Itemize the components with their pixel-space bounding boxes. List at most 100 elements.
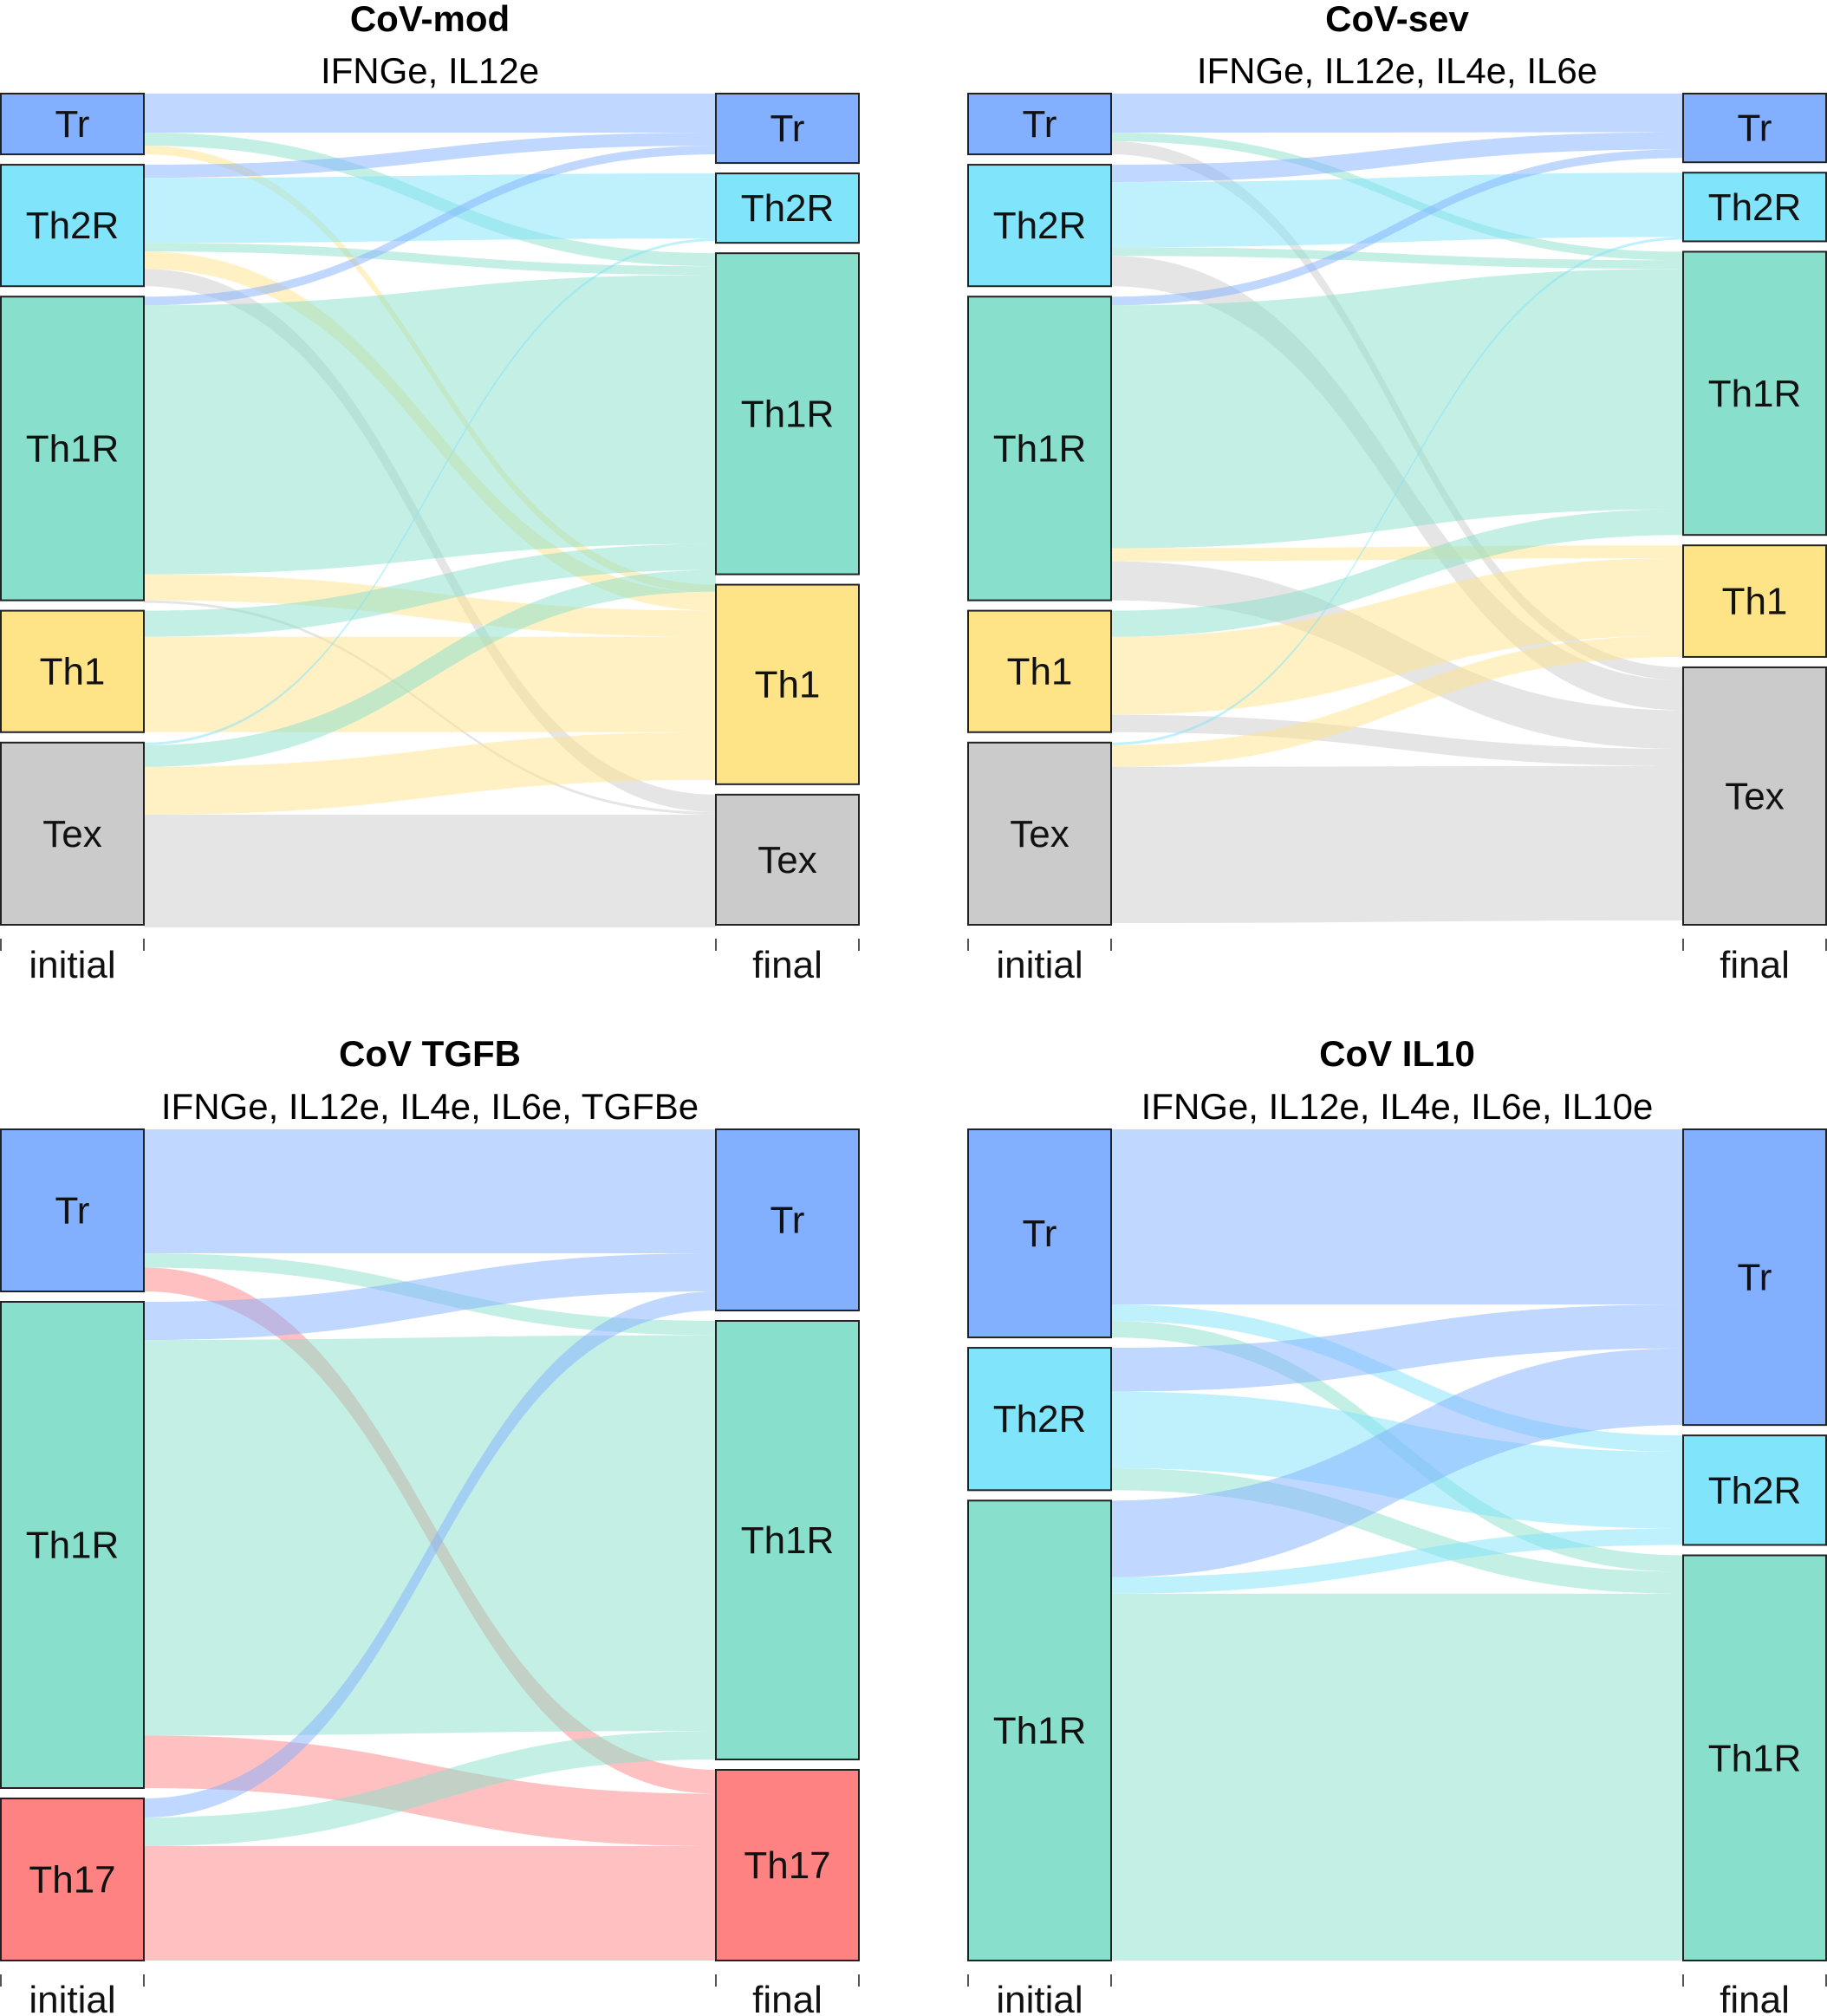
flow-Th1R-to-Tr bbox=[144, 146, 716, 306]
final-node-label: Th2R bbox=[1708, 186, 1802, 229]
initial-node-Th1 bbox=[967, 609, 1112, 733]
initial-node-label: Th1R bbox=[993, 427, 1087, 470]
initial-node-Tex bbox=[967, 741, 1112, 926]
final-node-Th17 bbox=[715, 1769, 860, 1961]
final-node-Th1 bbox=[715, 583, 860, 785]
final-node-Th2R bbox=[1682, 1434, 1827, 1546]
final-node-Tex bbox=[715, 793, 860, 926]
initial-node-Tex bbox=[0, 741, 145, 926]
sankey-panel: CoV TGFB IFNGe, IL12e, IL4e, IL6e, TGFBe T… bbox=[0, 1033, 860, 2016]
flow-Tex-to-Tex bbox=[1111, 765, 1683, 923]
flow-Th2R-to-Tr bbox=[1111, 132, 1683, 183]
panel-title: CoV TGFB bbox=[339, 1033, 521, 1074]
panel-subtitle: IFNGe, IL12e, IL4e, IL6e, TGFBe bbox=[161, 1086, 699, 1127]
flow-Tex-to-Th2R bbox=[1111, 237, 1683, 745]
initial-axis-label: initial bbox=[996, 1979, 1083, 2016]
flow-Tr-to-Tr bbox=[144, 1129, 716, 1253]
flow-Tex-to-Th1 bbox=[144, 732, 716, 815]
initial-node-Tr bbox=[0, 1128, 145, 1292]
final-node-Tr bbox=[1682, 1128, 1827, 1427]
flow-Th2R-to-Th2R bbox=[144, 173, 716, 244]
final-node-label: Th1R bbox=[741, 393, 835, 435]
final-node-label: Th17 bbox=[744, 1844, 830, 1887]
flow-Th1R-to-Th1R bbox=[144, 275, 716, 575]
flow-Th2R-to-Th1R bbox=[1111, 247, 1683, 270]
initial-node-Th1R bbox=[967, 1499, 1112, 1961]
panel-title: CoV IL10 bbox=[1319, 1033, 1475, 1074]
panel-subtitle: IFNGe, IL12e, IL4e, IL6e, IL10e bbox=[1141, 1086, 1654, 1127]
flow-Th1-to-Th1 bbox=[144, 636, 716, 732]
flow-Th1-to-Th1R bbox=[1111, 509, 1683, 637]
initial-axis-label: initial bbox=[996, 944, 1083, 986]
flow-Tex-to-Th2R bbox=[144, 238, 716, 745]
initial-node-label: Tex bbox=[42, 813, 101, 855]
flow-Th1R-to-Th1 bbox=[1111, 545, 1683, 562]
flow-Tr-to-Tr bbox=[144, 94, 716, 133]
panel-subtitle: IFNGe, IL12e, IL4e, IL6e bbox=[1197, 50, 1597, 91]
flow-Tex-to-Th1R bbox=[144, 569, 716, 767]
final-node-label: Th2R bbox=[741, 187, 835, 230]
initial-node-label: Tr bbox=[1023, 103, 1057, 146]
flow-Tr-to-Tr bbox=[1111, 1129, 1683, 1305]
final-axis-label: final bbox=[1720, 1979, 1790, 2016]
final-node-label: Th1R bbox=[1708, 1737, 1802, 1779]
flow-Th2R-to-Th1R bbox=[144, 243, 716, 276]
flow-Th1R-to-Th2R bbox=[1111, 1528, 1683, 1594]
flow-Th1-to-Th1 bbox=[1111, 558, 1683, 715]
final-node-Th2R bbox=[1682, 172, 1827, 243]
initial-node-label: Tr bbox=[55, 1190, 90, 1232]
initial-node-label: Tr bbox=[55, 103, 90, 146]
flow-Th1R-to-Th1R bbox=[144, 1335, 716, 1736]
final-node-label: Tr bbox=[1738, 1257, 1772, 1299]
initial-node-label: Th1 bbox=[1007, 651, 1073, 693]
final-node-label: Tex bbox=[757, 839, 816, 881]
initial-node-label: Th1R bbox=[26, 1525, 120, 1567]
initial-node-Th1R bbox=[967, 296, 1112, 602]
initial-node-label: Th1 bbox=[40, 651, 106, 693]
sankey-panel: CoV-sev IFNGe, IL12e, IL4e, IL6e Tr Th2R Th1… bbox=[967, 0, 1827, 986]
panel-subtitle: IFNGe, IL12e bbox=[321, 50, 539, 91]
sankey-panel: CoV IL10 IFNGe, IL12e, IL4e, IL6e, IL10e T… bbox=[967, 1033, 1827, 2016]
initial-node-Th2R bbox=[967, 164, 1112, 288]
flow-Th1R-to-Th1 bbox=[144, 574, 716, 637]
initial-node-label: Th1R bbox=[993, 1710, 1087, 1753]
initial-node-label: Th2R bbox=[993, 205, 1087, 247]
final-node-Th1R bbox=[1682, 1554, 1827, 1961]
final-node-Tr bbox=[1682, 93, 1827, 164]
initial-node-Th1 bbox=[0, 609, 145, 733]
final-node-Th1R bbox=[715, 1320, 860, 1760]
flow-Th2R-to-Tr bbox=[144, 133, 716, 179]
final-node-Tr bbox=[715, 93, 860, 165]
flow-Th1R-to-Tr bbox=[144, 1253, 716, 1340]
initial-axis-label: initial bbox=[29, 1979, 115, 2016]
flow-Th1-to-Tex bbox=[1111, 714, 1683, 766]
final-node-Th1 bbox=[1682, 544, 1827, 658]
flow-Tex-to-Tex bbox=[144, 814, 716, 928]
initial-node-label: Tex bbox=[1010, 813, 1069, 855]
sankey-panel: CoV-mod IFNGe, IL12e Tr Th2R Th1R Th1 Tex Tr Th2… bbox=[0, 0, 860, 986]
flow-Th1R-to-Th1R bbox=[1111, 1593, 1683, 1961]
final-axis-label: final bbox=[1720, 944, 1790, 986]
final-node-Th1R bbox=[715, 252, 860, 576]
final-axis-label: final bbox=[752, 1979, 822, 2016]
final-node-label: Th1R bbox=[741, 1519, 835, 1562]
flow-Th2R-to-Tr bbox=[1111, 1304, 1683, 1392]
final-node-label: Tr bbox=[770, 1200, 805, 1242]
flow-Th17-to-Th1R bbox=[144, 1731, 716, 1846]
initial-node-label: Th2R bbox=[26, 205, 120, 247]
final-node-label: Th1 bbox=[1722, 581, 1788, 623]
initial-node-Tr bbox=[967, 93, 1112, 156]
initial-node-label: Th2R bbox=[993, 1398, 1087, 1440]
final-node-label: Th2R bbox=[1708, 1469, 1802, 1512]
final-axis-label: final bbox=[752, 944, 822, 986]
flow-Tr-to-Tr bbox=[1111, 94, 1683, 133]
initial-axis-label: initial bbox=[29, 944, 115, 986]
initial-node-label: Th1R bbox=[26, 427, 120, 470]
final-node-Tr bbox=[715, 1128, 860, 1311]
flow-Th1R-to-Tr bbox=[1111, 1348, 1683, 1577]
final-node-Tex bbox=[1682, 666, 1827, 926]
initial-node-label: Tr bbox=[1023, 1213, 1057, 1255]
final-node-Th2R bbox=[715, 172, 860, 244]
flow-Th1-to-Th1R bbox=[144, 543, 716, 637]
final-node-label: Tex bbox=[1725, 775, 1784, 817]
